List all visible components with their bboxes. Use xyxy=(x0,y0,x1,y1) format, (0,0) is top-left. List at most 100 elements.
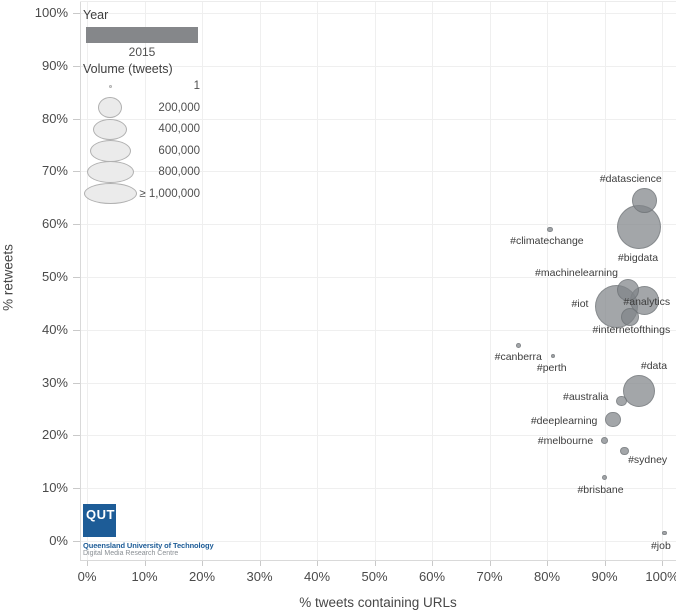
y-gridline xyxy=(80,435,676,437)
size-label-3: 400,000 xyxy=(158,123,200,135)
bubble-datascience[interactable] xyxy=(632,188,658,213)
label-climatechange: #climatechange xyxy=(510,235,584,248)
year-legend-value: 2015 xyxy=(128,45,156,59)
x-gridline xyxy=(604,2,606,560)
y-tick-label: 60% xyxy=(41,216,68,232)
x-tick-label: 40% xyxy=(303,569,331,584)
bubble-canberra[interactable] xyxy=(515,343,521,349)
x-gridline xyxy=(317,2,318,560)
y-tick-mark xyxy=(73,118,80,120)
bubble-deeplearning[interactable] xyxy=(605,411,621,428)
y-tick-label: 70% xyxy=(41,163,68,179)
x-axis-line xyxy=(80,560,676,561)
y-tick-mark xyxy=(73,13,80,14)
y-gridline xyxy=(80,224,676,226)
y-gridline xyxy=(80,329,676,331)
bubble-climatechange[interactable] xyxy=(547,226,553,233)
bubble-australia[interactable] xyxy=(616,395,628,407)
size-label-6: ≥ 1,000,000 xyxy=(139,187,200,200)
y-tick-label: 100% xyxy=(34,5,68,20)
label-analytics: #analytics xyxy=(623,295,671,308)
x-tick-mark xyxy=(432,561,433,566)
y-gridline xyxy=(80,65,676,67)
x-tick-mark xyxy=(547,561,548,566)
size-swatch-6[interactable] xyxy=(83,183,137,204)
size-label-5: 800,000 xyxy=(158,166,200,178)
size-label-1: 1 xyxy=(193,80,200,92)
qut-branding: QUT Queensland University of Technology … xyxy=(83,504,214,557)
x-tick-label: 100% xyxy=(645,569,676,584)
x-tick-label: 60% xyxy=(418,569,446,584)
y-gridline xyxy=(80,541,676,542)
label-job: #job xyxy=(650,540,671,553)
x-gridline xyxy=(662,2,663,560)
bubble-bigdata[interactable] xyxy=(617,204,661,249)
bubble-brisbane[interactable] xyxy=(601,474,608,481)
size-swatch-1[interactable] xyxy=(108,84,112,88)
x-axis-title: % tweets containing URLs xyxy=(299,595,457,610)
y-tick-label: 10% xyxy=(41,480,68,496)
label-sydney: #sydney xyxy=(628,454,668,467)
y-tick-label: 20% xyxy=(41,427,68,443)
y-tick-label: 30% xyxy=(41,374,68,390)
y-tick-label: 50% xyxy=(41,269,68,284)
label-datascience: #datascience xyxy=(599,173,662,186)
y-gridline xyxy=(80,488,676,490)
x-tick-label: 20% xyxy=(188,569,216,584)
x-gridline xyxy=(144,2,146,560)
y-tick-label: 80% xyxy=(41,110,68,126)
qut-org-name: Queensland University of Technology xyxy=(83,541,214,550)
x-gridline xyxy=(432,2,433,560)
y-tick-label: 90% xyxy=(41,57,68,73)
y-tick-mark xyxy=(73,277,80,278)
bubble-sydney[interactable] xyxy=(620,447,629,456)
y-gridline xyxy=(80,382,676,384)
bubble-machinelearning[interactable] xyxy=(616,279,639,302)
x-tick-label: 70% xyxy=(476,569,503,584)
qut-logo: QUT xyxy=(83,504,116,537)
x-gridline xyxy=(202,2,203,560)
y-tick-mark xyxy=(73,541,80,542)
y-tick-mark xyxy=(73,224,80,226)
bubble-internetofthings[interactable] xyxy=(621,307,640,326)
x-tick-label: 90% xyxy=(591,569,618,584)
y-gridline xyxy=(80,277,676,278)
plot-top-border xyxy=(80,1,676,2)
bubble-melbourne[interactable] xyxy=(601,437,608,445)
x-gridline xyxy=(87,2,88,560)
x-tick-mark xyxy=(317,561,318,566)
qut-centre-name: Digital Media Research Centre xyxy=(83,550,179,557)
year-legend-swatch[interactable] xyxy=(86,27,198,43)
bubble-job[interactable] xyxy=(662,530,668,536)
size-swatch-2[interactable] xyxy=(98,97,122,118)
y-tick-mark xyxy=(73,382,80,384)
y-gridline xyxy=(80,13,676,14)
size-label-2: 200,000 xyxy=(158,101,200,114)
x-tick-mark xyxy=(489,561,491,566)
x-tick-label: 30% xyxy=(246,569,273,584)
y-tick-mark xyxy=(73,329,80,331)
x-tick-mark xyxy=(374,561,376,566)
y-tick-label: 0% xyxy=(49,533,68,548)
label-machinelearning: #machinelearning xyxy=(535,267,618,280)
y-gridline xyxy=(80,118,676,120)
year-legend-title: Year xyxy=(83,8,109,22)
size-swatch-3[interactable] xyxy=(93,118,127,140)
label-australia: #australia xyxy=(562,391,609,404)
x-gridline xyxy=(259,2,261,560)
label-internetofthings: #internetofthings xyxy=(592,323,671,336)
label-bigdata: #bigdata xyxy=(617,251,659,264)
x-tick-mark xyxy=(662,561,663,566)
y-tick-mark xyxy=(73,65,80,67)
bubble-perth[interactable] xyxy=(550,354,555,359)
x-tick-mark xyxy=(144,561,146,566)
bubble-data[interactable] xyxy=(623,374,655,407)
y-tick-mark xyxy=(73,488,80,490)
x-gridline xyxy=(374,2,376,560)
y-axis-title: % retweets xyxy=(0,244,16,311)
x-tick-mark xyxy=(604,561,606,566)
label-data: #data xyxy=(640,359,668,372)
x-tick-mark xyxy=(259,561,261,566)
y-tick-label: 40% xyxy=(41,321,68,337)
